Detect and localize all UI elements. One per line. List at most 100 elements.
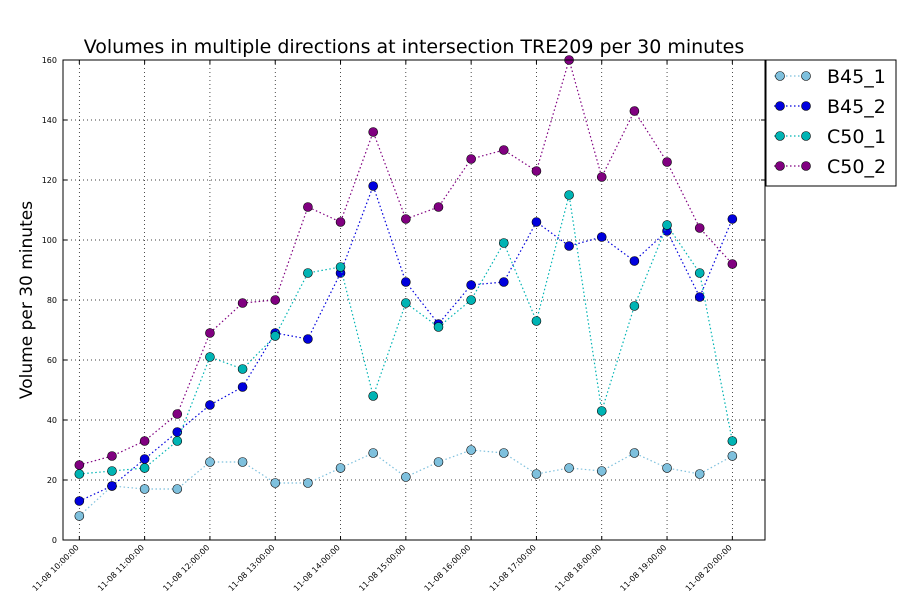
series-c50-2 bbox=[74, 55, 738, 470]
data-point bbox=[662, 220, 672, 230]
data-point bbox=[237, 298, 248, 308]
data-point bbox=[107, 466, 117, 476]
x-tick-label: 11-08 20:00:00 bbox=[684, 543, 734, 593]
x-tick-label: 11-08 18:00:00 bbox=[553, 543, 603, 593]
data-point bbox=[172, 436, 183, 446]
series-b45-1 bbox=[74, 445, 738, 521]
data-point bbox=[270, 331, 281, 341]
x-tick-label: 11-08 14:00:00 bbox=[292, 543, 342, 593]
data-point bbox=[596, 406, 607, 416]
y-tick-label: 100 bbox=[42, 236, 57, 245]
legend-marker bbox=[801, 101, 811, 111]
data-point bbox=[466, 154, 476, 164]
legend-marker bbox=[801, 131, 811, 141]
data-point bbox=[694, 292, 705, 302]
legend-label: B45_2 bbox=[827, 96, 886, 118]
data-point bbox=[368, 391, 378, 401]
legend-label: C50_2 bbox=[827, 156, 886, 178]
data-point bbox=[237, 457, 248, 467]
data-point bbox=[74, 469, 85, 479]
series-line bbox=[78, 449, 733, 517]
legend-label: B45_1 bbox=[827, 66, 886, 88]
data-point bbox=[433, 322, 444, 332]
data-point bbox=[433, 202, 444, 212]
legend-marker bbox=[775, 101, 785, 111]
data-point bbox=[531, 217, 542, 227]
x-tick-label: 11-08 15:00:00 bbox=[357, 543, 407, 593]
data-point bbox=[74, 460, 85, 470]
data-point bbox=[172, 409, 183, 419]
data-point bbox=[662, 157, 672, 167]
data-point bbox=[498, 238, 509, 248]
data-point bbox=[270, 295, 281, 305]
data-point bbox=[727, 214, 738, 224]
data-point bbox=[629, 106, 640, 116]
data-point bbox=[596, 232, 607, 242]
data-point bbox=[368, 127, 378, 137]
data-point bbox=[727, 436, 738, 446]
chart-title: Volumes in multiple directions at inters… bbox=[84, 36, 745, 58]
data-point bbox=[694, 223, 705, 233]
data-point bbox=[368, 181, 378, 191]
data-point bbox=[139, 484, 150, 494]
data-point bbox=[335, 262, 346, 272]
data-point bbox=[629, 301, 640, 311]
data-point bbox=[564, 241, 574, 251]
y-tick-label: 160 bbox=[42, 56, 57, 65]
y-tick-label: 60 bbox=[47, 356, 57, 365]
y-axis-label: Volume per 30 minutes bbox=[17, 201, 37, 399]
legend-marker bbox=[775, 131, 785, 141]
legend-marker bbox=[775, 71, 785, 81]
data-point bbox=[401, 298, 411, 308]
data-point bbox=[531, 166, 542, 176]
data-point bbox=[564, 463, 574, 473]
legend-item: C50_1 bbox=[774, 126, 886, 148]
y-tick-label: 20 bbox=[47, 476, 57, 485]
y-tick-label: 40 bbox=[47, 416, 57, 425]
legend-label: C50_1 bbox=[827, 126, 886, 148]
data-point bbox=[629, 448, 640, 458]
data-point bbox=[139, 436, 150, 446]
data-point bbox=[727, 451, 738, 461]
data-point bbox=[368, 448, 378, 458]
data-point bbox=[270, 478, 281, 488]
data-point bbox=[498, 277, 509, 287]
data-point bbox=[172, 484, 183, 494]
series-group bbox=[74, 55, 738, 521]
data-point bbox=[694, 268, 705, 278]
data-point bbox=[303, 478, 313, 488]
data-point bbox=[107, 451, 117, 461]
legend-box bbox=[765, 59, 897, 187]
data-point bbox=[401, 277, 411, 287]
data-point bbox=[662, 463, 672, 473]
data-point bbox=[401, 214, 411, 224]
data-point bbox=[139, 463, 150, 473]
x-tick-label: 11-08 12:00:00 bbox=[161, 543, 211, 593]
y-tick-label: 120 bbox=[42, 176, 57, 185]
x-tick-label: 11-08 16:00:00 bbox=[423, 543, 473, 593]
data-point bbox=[596, 466, 607, 476]
y-axis-ticks: 0 20 40 60 80 100 120 140 160 bbox=[42, 56, 765, 545]
data-point bbox=[237, 364, 248, 374]
data-point bbox=[303, 268, 313, 278]
data-point bbox=[139, 454, 150, 464]
legend-item: C50_2 bbox=[774, 156, 886, 178]
data-point bbox=[205, 457, 215, 467]
legend: B45_1 B45_2 C50_1 C50_2 bbox=[765, 59, 897, 187]
x-tick-label: 11-08 11:00:00 bbox=[96, 543, 146, 593]
data-point bbox=[498, 448, 509, 458]
data-point bbox=[433, 457, 444, 467]
legend-marker bbox=[801, 71, 811, 81]
data-point bbox=[303, 202, 313, 212]
series-line bbox=[79, 57, 733, 466]
data-point bbox=[531, 316, 542, 326]
legend-item: B45_1 bbox=[774, 66, 886, 88]
data-point bbox=[335, 217, 346, 227]
legend-item: B45_2 bbox=[774, 96, 886, 118]
data-point bbox=[596, 172, 607, 182]
legend-marker bbox=[775, 161, 785, 171]
legend-marker bbox=[801, 161, 811, 171]
data-point bbox=[107, 481, 117, 491]
data-point bbox=[466, 295, 476, 305]
x-tick-label: 11-08 13:00:00 bbox=[227, 543, 277, 593]
